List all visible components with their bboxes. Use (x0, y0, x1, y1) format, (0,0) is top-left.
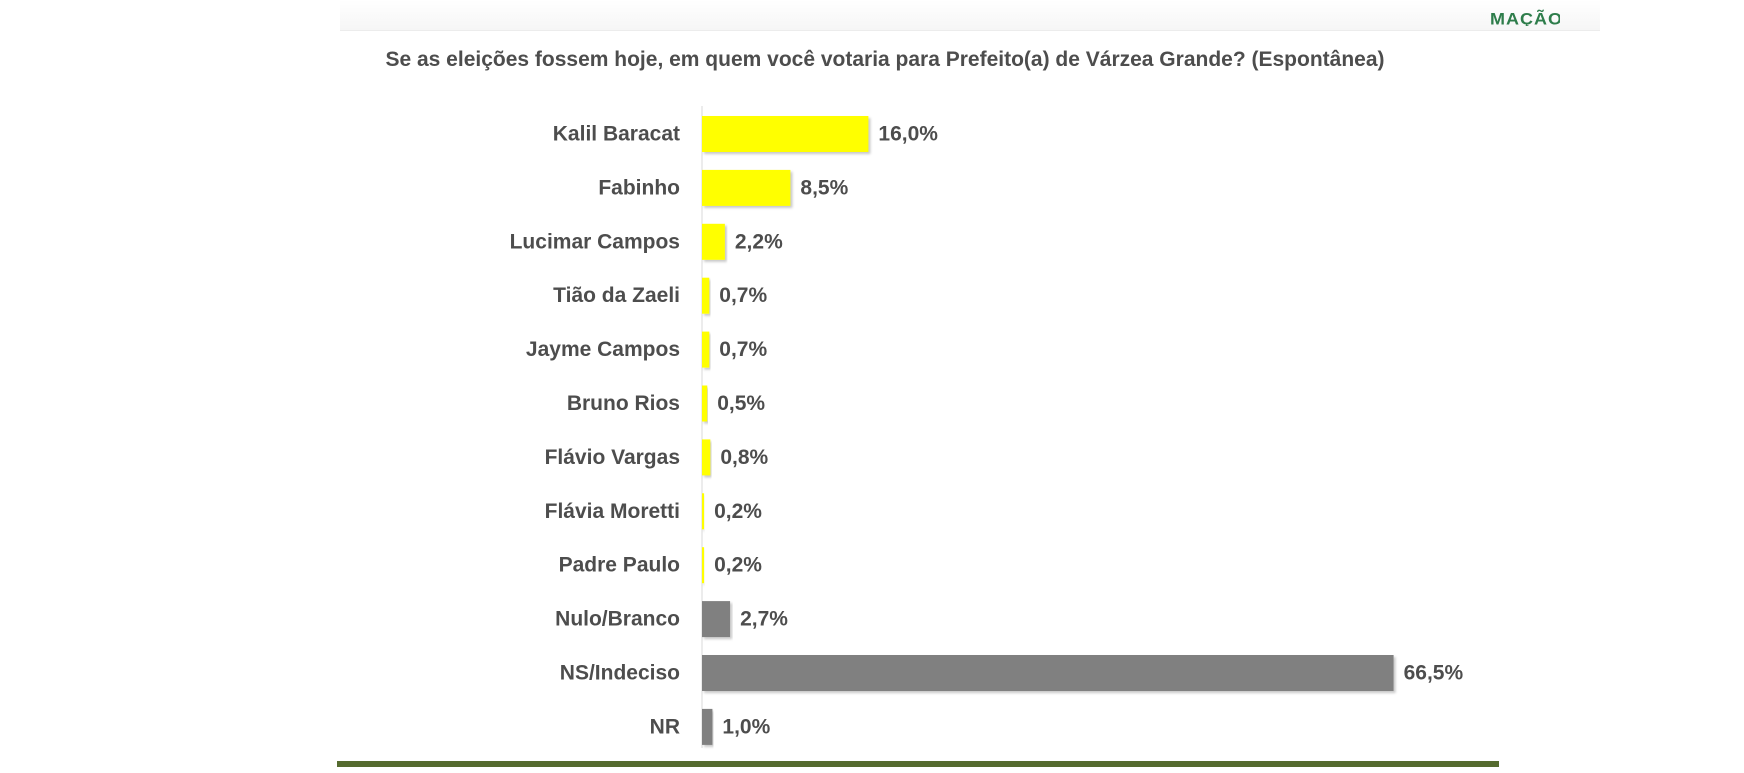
category-label: Flávio Vargas (545, 446, 680, 469)
data-label: 0,2% (714, 500, 762, 523)
data-label: 0,7% (719, 284, 767, 307)
category-label: Tião da Zaeli (553, 284, 680, 307)
bar (702, 601, 731, 638)
category-label: Padre Paulo (559, 554, 680, 577)
category-label: Fabinho (598, 176, 680, 199)
bar (702, 493, 705, 530)
bottom-divider (337, 761, 1499, 767)
bar (702, 169, 791, 206)
data-label: 1,0% (722, 715, 770, 738)
bar (702, 116, 869, 152)
data-label: 0,8% (720, 446, 768, 469)
category-label: NR (650, 715, 680, 738)
category-label: Bruno Rios (567, 392, 680, 415)
category-label: Lucimar Campos (510, 230, 680, 253)
logo-fragment: MAÇÃO (1490, 0, 1560, 26)
top-header-strip (340, 0, 1600, 31)
data-label: 2,7% (740, 608, 788, 631)
chart-title: Se as eleições fossem hoje, em quem você… (385, 48, 1385, 71)
bar (702, 385, 708, 422)
bar (702, 708, 713, 745)
category-label: NS/Indeciso (560, 662, 680, 685)
category-label: Nulo/Branco (555, 608, 680, 631)
data-label: 0,7% (719, 338, 767, 361)
category-label: Kalil Baracat (553, 123, 680, 146)
bar (702, 655, 1394, 691)
bar (702, 331, 710, 368)
data-label: 8,5% (800, 176, 848, 199)
bar (702, 223, 725, 260)
bar (702, 277, 710, 314)
category-label: Jayme Campos (526, 338, 680, 361)
data-label: 16,0% (878, 123, 938, 146)
data-label: 0,2% (714, 554, 762, 577)
category-label: Flávia Moretti (545, 500, 680, 523)
data-label: 2,2% (735, 230, 783, 253)
logo-fragment-text: MAÇÃO (1490, 10, 1560, 26)
data-label: 0,5% (717, 392, 765, 415)
bar (702, 547, 705, 584)
data-label: 66,5% (1404, 662, 1464, 685)
bar (702, 439, 711, 476)
